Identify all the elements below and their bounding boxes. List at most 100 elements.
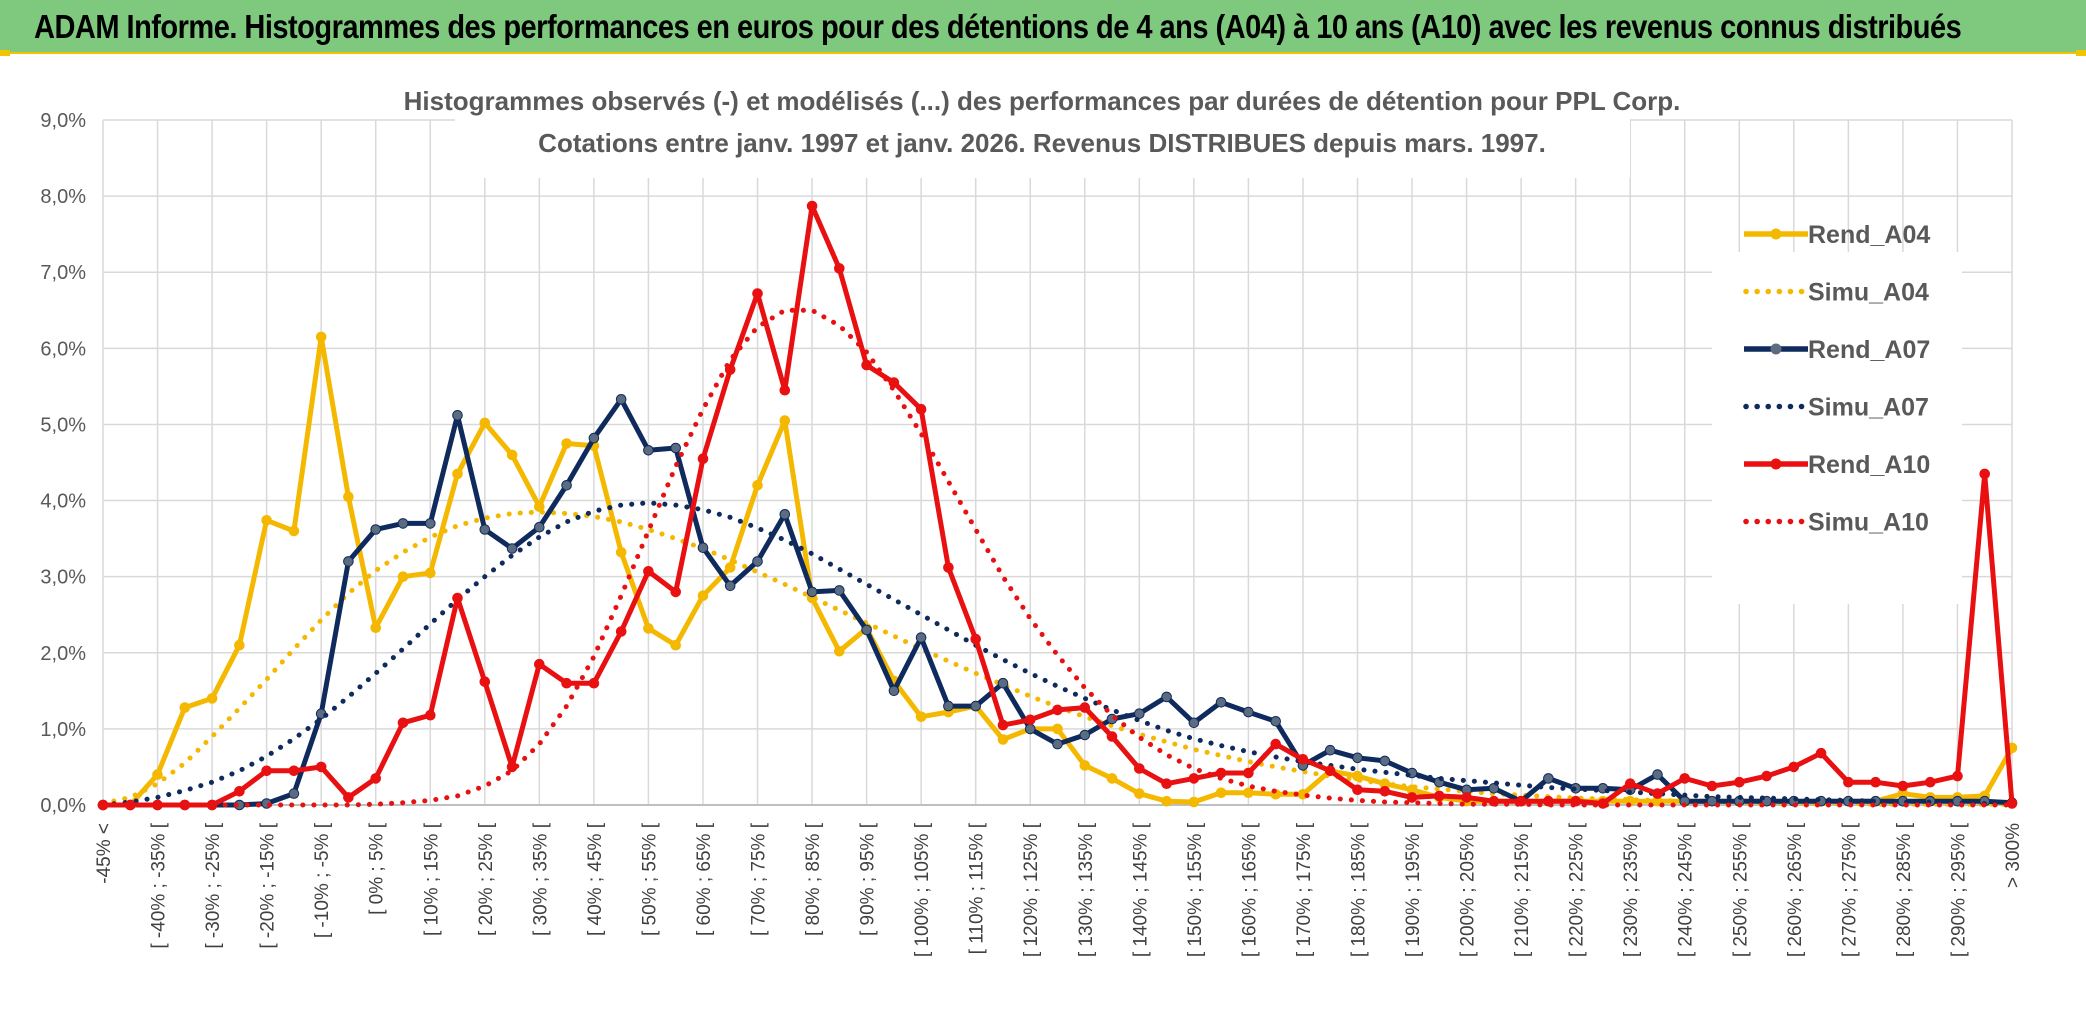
data-point-Rend_A07 — [397, 518, 409, 529]
x-tick-label: [ 220% ; 225% [ — [1567, 822, 1588, 957]
data-point-Rend_A04 — [1215, 787, 1227, 799]
data-point-Rend_A04 — [1243, 787, 1254, 799]
data-point-Rend_A10 — [534, 658, 545, 670]
data-point-Rend_A07 — [1024, 723, 1036, 735]
legend-marker-Rend_A07 — [1770, 343, 1782, 355]
x-tick-label: [ 190% ; 195% [ — [1403, 822, 1424, 957]
x-tick-label: [ 20% ; 25% [ — [476, 822, 497, 936]
data-point-Rend_A04 — [643, 623, 654, 634]
data-point-Rend_A07 — [1161, 691, 1172, 703]
legend-label-Simu_A04: Simu_A04 — [1808, 279, 1929, 307]
data-point-Rend_A10 — [997, 719, 1009, 731]
data-point-Rend_A04 — [452, 468, 463, 480]
x-tick-label: [ 210% ; 215% [ — [1512, 822, 1533, 957]
x-tick-label: [ 40% ; 45% [ — [585, 822, 606, 936]
data-point-Rend_A04 — [315, 331, 327, 343]
data-point-Rend_A04 — [561, 438, 572, 449]
data-point-Rend_A07 — [970, 700, 982, 712]
data-point-Rend_A10 — [1134, 763, 1145, 774]
x-tick-label: [ 100% ; 105% [ — [912, 822, 933, 957]
data-point-Rend_A07 — [752, 556, 763, 567]
data-point-Rend_A07 — [479, 524, 491, 535]
data-point-Rend_A10 — [1979, 468, 1990, 480]
y-tick-label: 3,0% — [40, 567, 86, 589]
x-tick-label: [ 90% ; 95% [ — [858, 822, 879, 936]
x-tick-label: [ 170% ; 175% [ — [1294, 822, 1315, 957]
y-axis-tick-labels: 0,0% 1,0% 2,0% 3,0% 4,0% 5,0% 6,0% 7,0% 8,0% 9,0% — [40, 110, 86, 817]
chart-title-background — [455, 74, 1630, 178]
data-point-Rend_A04 — [1161, 795, 1172, 807]
data-point-Rend_A04 — [915, 711, 927, 723]
legend-background — [1712, 252, 1962, 604]
data-point-Rend_A10 — [1706, 780, 1718, 792]
data-point-Rend_A07 — [915, 632, 927, 643]
data-point-Rend_A10 — [1379, 786, 1391, 797]
data-point-Rend_A07 — [861, 624, 872, 636]
data-point-Rend_A10 — [1843, 776, 1854, 788]
data-point-Rend_A07 — [534, 521, 545, 533]
data-point-Rend_A10 — [261, 765, 272, 777]
data-point-Rend_A04 — [834, 646, 845, 657]
x-tick-label: [ 140% ; 145% [ — [1130, 822, 1151, 957]
data-point-Rend_A10 — [970, 633, 982, 645]
x-tick-label: [ -10% ; -5% [ — [312, 822, 333, 938]
data-point-Rend_A04 — [425, 567, 436, 579]
x-tick-label: [ 260% ; 265% [ — [1785, 822, 1806, 957]
data-point-Rend_A10 — [1624, 778, 1636, 790]
data-point-Rend_A10 — [1297, 754, 1309, 765]
data-point-Rend_A04 — [343, 491, 354, 503]
legend-marker-Rend_A04 — [1770, 228, 1782, 240]
y-tick-label: 8,0% — [40, 186, 86, 208]
report-banner: ADAM Informe. Histogrammes des performan… — [0, 0, 2086, 54]
y-tick-label: 7,0% — [40, 262, 86, 284]
x-tick-label: [ 270% ; 275% [ — [1839, 822, 1860, 957]
data-point-Rend_A04 — [288, 525, 300, 537]
data-point-Rend_A07 — [806, 586, 818, 598]
x-tick-label: -45% < — [94, 823, 115, 884]
legend-label-Simu_A07: Simu_A07 — [1808, 394, 1929, 422]
data-point-Rend_A07 — [1488, 783, 1500, 794]
data-point-Rend_A04 — [370, 622, 382, 634]
chart-title: Histogrammes observés (-) et modélisés (… — [404, 86, 1681, 116]
data-point-Rend_A10 — [943, 562, 954, 573]
data-point-Rend_A07 — [670, 442, 682, 454]
data-point-Rend_A04 — [206, 693, 218, 704]
legend-label-Rend_A10: Rend_A10 — [1808, 451, 1930, 479]
data-point-Rend_A04 — [1052, 723, 1063, 735]
x-tick-label: [ 250% ; 255% [ — [1730, 822, 1751, 957]
data-point-Rend_A07 — [1352, 752, 1363, 764]
data-point-Rend_A04 — [670, 639, 682, 651]
data-point-Rend_A04 — [724, 562, 736, 573]
data-point-Rend_A10 — [1815, 747, 1827, 759]
data-point-Rend_A10 — [615, 626, 627, 637]
data-point-Rend_A07 — [888, 685, 900, 697]
data-point-Rend_A04 — [506, 449, 518, 461]
x-tick-label: [ 50% ; 55% [ — [639, 822, 660, 936]
y-tick-label: 9,0% — [40, 110, 86, 132]
data-point-Rend_A10 — [1924, 776, 1936, 788]
x-tick-label: [ 150% ; 155% [ — [1185, 822, 1206, 957]
data-point-Rend_A10 — [752, 288, 763, 299]
y-tick-label: 6,0% — [40, 338, 86, 360]
data-point-Rend_A07 — [779, 509, 791, 520]
data-point-Rend_A10 — [1352, 784, 1363, 796]
y-tick-label: 2,0% — [40, 643, 86, 665]
y-tick-label: 4,0% — [40, 491, 86, 513]
x-tick-label: [ 180% ; 185% [ — [1348, 822, 1369, 957]
x-tick-label: [ 10% ; 15% [ — [421, 822, 442, 936]
data-point-Rend_A04 — [615, 547, 627, 558]
data-point-Rend_A04 — [697, 590, 709, 602]
data-point-Rend_A04 — [1134, 788, 1145, 799]
data-point-Rend_A10 — [670, 586, 682, 598]
x-tick-label: > 300% — [2003, 823, 2024, 888]
x-axis-tick-labels: -45% < [ -40% ; -35% [[ -30% ; -25% [[ -2… — [94, 822, 2024, 957]
chart-subtitle: Cotations entre janv. 1997 et janv. 2026… — [538, 128, 1546, 158]
data-point-Rend_A10 — [479, 676, 491, 688]
data-point-Rend_A07 — [1134, 708, 1145, 720]
data-point-Rend_A07 — [643, 445, 654, 456]
data-point-Rend_A07 — [1324, 744, 1336, 756]
data-point-Rend_A10 — [1461, 792, 1472, 803]
data-point-Rend_A10 — [1188, 773, 1200, 784]
data-point-Rend_A07 — [1188, 717, 1200, 729]
data-point-Rend_A10 — [425, 709, 436, 721]
